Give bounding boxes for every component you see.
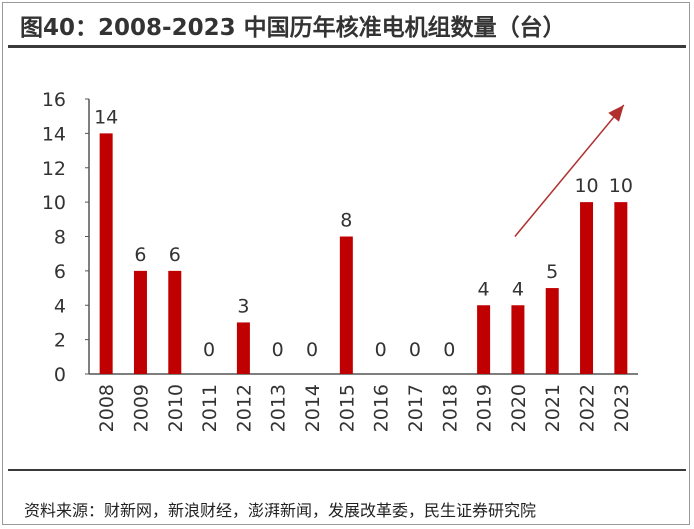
x-tick-label: 2008 [96,384,118,432]
x-tick-label: 2018 [439,384,461,432]
bar-2008 [99,133,113,374]
data-label-2011: 0 [203,339,215,361]
data-label-2019: 4 [478,278,490,300]
x-tick-label: 2009 [130,384,152,432]
x-axis: 2008 2009 2010 2011 2012 2013 2014 2015 2016 2017… [89,373,638,432]
data-label-2010: 6 [169,244,181,266]
bar-2015 [339,236,353,374]
bar-2010 [168,270,182,374]
data-label-2008: 14 [94,106,118,128]
bars [99,133,628,374]
data-label-2013: 0 [272,339,284,361]
x-tick-label: 2021 [542,384,564,432]
trend-arrow-head [608,105,624,122]
data-label-2020: 4 [512,278,524,300]
y-tick-label: 6 [54,261,66,283]
data-label-2009: 6 [134,244,146,266]
x-tick-label: 2015 [336,384,358,432]
x-tick-label: 2022 [577,384,599,432]
data-label-2014: 0 [306,339,318,361]
bar-2022 [580,202,594,374]
x-tick-label: 2019 [474,384,496,432]
data-label-2022: 10 [574,175,598,197]
x-tick-label: 2017 [405,384,427,432]
trend-annotation [514,104,625,237]
data-label-2023: 10 [609,175,633,197]
data-label-2017: 0 [409,339,421,361]
data-label-2021: 5 [546,261,558,283]
y-tick-label: 12 [42,158,66,180]
title-divider [8,45,686,48]
x-tick-label: 2012 [233,384,255,432]
x-tick-label: 2016 [371,384,393,432]
data-label-2018: 0 [443,339,455,361]
y-tick-label: 14 [42,123,66,145]
data-label-2016: 0 [375,339,387,361]
x-tick-label: 2014 [302,384,324,432]
chart-title: 图40：2008-2023 中国历年核准电机组数量（台） [20,15,566,41]
y-tick-label: 2 [54,330,66,352]
bar-2020 [511,305,525,374]
x-tick-label: 2020 [508,384,530,432]
y-tick-label: 0 [54,364,66,386]
bar-2012 [236,322,250,374]
x-tick-label: 2010 [165,384,187,432]
x-tick-label: 2013 [268,384,290,432]
bar-2019 [477,305,491,374]
data-label-2015: 8 [340,210,352,232]
x-tick-label: 2011 [199,384,221,432]
y-tick-label: 16 [42,89,66,111]
bar-2009 [133,270,147,374]
bar-2023 [614,202,628,374]
bar-2021 [545,288,559,374]
y-tick-label: 4 [54,295,66,317]
trend-arrow-shaft [514,104,625,237]
source-note: 资料来源：财新网，新浪财经，澎湃新闻，发展改革委，民生证券研究院 [24,501,537,520]
footer-divider [8,469,686,471]
y-tick-label: 8 [54,227,66,249]
data-label-2012: 3 [237,295,249,317]
x-tick-label: 2023 [611,384,633,432]
y-tick-label: 10 [42,192,66,214]
y-axis: 0 2 4 6 8 10 12 14 16 [42,89,90,386]
